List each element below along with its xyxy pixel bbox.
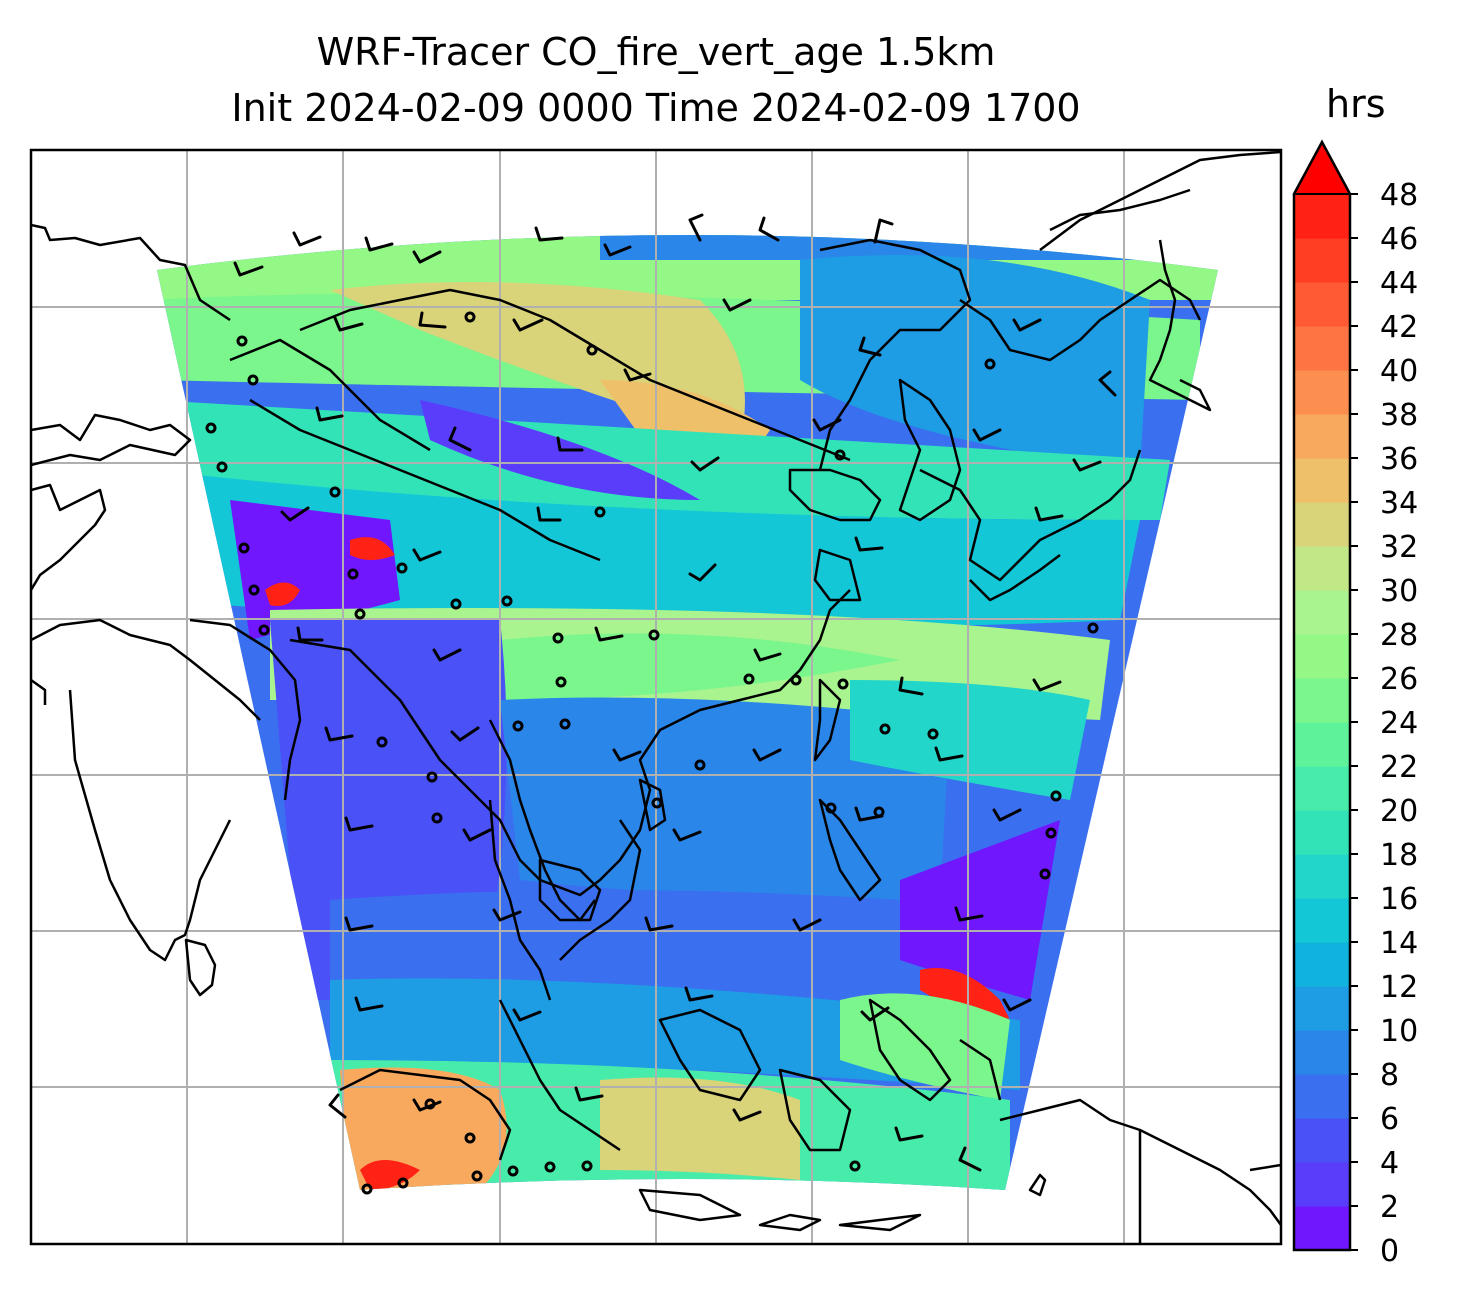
colorbar-segment xyxy=(1294,546,1350,591)
colorbar-tick-label: 10 xyxy=(1380,1014,1418,1049)
colorbar-segment xyxy=(1294,414,1350,459)
colorbar-segment xyxy=(1294,1118,1350,1163)
colorbar-segment xyxy=(1294,766,1350,811)
colorbar-segment xyxy=(1294,370,1350,415)
colorbar-segment xyxy=(1294,678,1350,723)
colorbar-tick-label: 30 xyxy=(1380,574,1418,609)
colorbar-tick-label: 28 xyxy=(1380,618,1418,653)
plot-title: WRF-Tracer CO_fire_vert_age 1.5km xyxy=(316,30,996,74)
colorbar-segment xyxy=(1294,722,1350,767)
colorbar-segment xyxy=(1294,1206,1350,1251)
colorbar-tick-label: 16 xyxy=(1380,882,1418,917)
colorbar-tick-label: 20 xyxy=(1380,794,1418,829)
colorbar-outline xyxy=(1292,139,1352,1252)
colorbar-segment xyxy=(1294,634,1350,679)
colorbar-tick-label: 34 xyxy=(1380,486,1418,521)
colorbar-tick-label: 36 xyxy=(1380,442,1418,477)
colorbar-ticks: 0246810121416182022242628303234363840424… xyxy=(1350,178,1418,1269)
colorbar-segment xyxy=(1294,458,1350,503)
colorbar-tick-label: 4 xyxy=(1380,1146,1399,1181)
wind-barbs xyxy=(233,213,1117,1172)
colorbar-tick-label: 2 xyxy=(1380,1190,1399,1225)
colorbar-extend-arrow xyxy=(1292,139,1352,195)
tracer-age-field xyxy=(157,235,1218,1190)
colorbar-tick-label: 44 xyxy=(1380,266,1418,301)
colorbar-segment xyxy=(1294,194,1350,239)
colorbar-tick-label: 0 xyxy=(1380,1234,1399,1269)
map-frame xyxy=(29,148,1283,1246)
colorbar-tick-label: 42 xyxy=(1380,310,1418,345)
colorbar-segment xyxy=(1294,326,1350,371)
colorbar-tick-label: 12 xyxy=(1380,970,1418,1005)
colorbar-tick-label: 18 xyxy=(1380,838,1418,873)
colorbar-segment xyxy=(1294,1162,1350,1207)
colorbar-tick-label: 46 xyxy=(1380,222,1418,257)
colorbar-tick-label: 6 xyxy=(1380,1102,1399,1137)
colorbar-tick-label: 26 xyxy=(1380,662,1418,697)
colorbar-segment xyxy=(1294,942,1350,987)
colorbar-unit-label: hrs xyxy=(1326,82,1386,126)
colorbar-tick-label: 22 xyxy=(1380,750,1418,785)
colorbar-tick-label: 24 xyxy=(1380,706,1418,741)
colorbar xyxy=(1294,194,1350,1251)
colorbar-tick-label: 48 xyxy=(1380,178,1418,213)
colorbar-segment xyxy=(1294,590,1350,635)
colorbar-segment xyxy=(1294,238,1350,283)
colorbar-segment xyxy=(1294,1074,1350,1119)
calm-wind-markers xyxy=(205,311,1099,1195)
colorbar-segment xyxy=(1294,986,1350,1031)
colorbar-tick-label: 14 xyxy=(1380,926,1418,961)
colorbar-segment xyxy=(1294,854,1350,899)
colorbar-segment xyxy=(1294,282,1350,327)
colorbar-segment xyxy=(1294,898,1350,943)
gridlines xyxy=(31,150,1281,1244)
plot-subtitle: Init 2024-02-09 0000 Time 2024-02-09 170… xyxy=(231,86,1081,130)
colorbar-tick-label: 32 xyxy=(1380,530,1418,565)
colorbar-segment xyxy=(1294,502,1350,547)
coastlines xyxy=(31,150,1281,1244)
colorbar-segment xyxy=(1294,810,1350,855)
colorbar-tick-label: 38 xyxy=(1380,398,1418,433)
colorbar-segment xyxy=(1294,1030,1350,1075)
colorbar-tick-label: 40 xyxy=(1380,354,1418,389)
colorbar-tick-label: 8 xyxy=(1380,1058,1399,1093)
map-panel xyxy=(31,150,1281,1244)
